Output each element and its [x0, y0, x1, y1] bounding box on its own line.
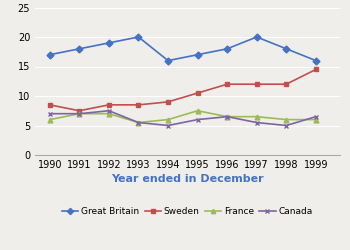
Sweden [254, 83, 259, 86]
Canada [77, 112, 82, 115]
Canada [254, 121, 259, 124]
Canada [225, 115, 229, 118]
Canada [136, 121, 141, 124]
Line: France: France [47, 108, 318, 125]
Great Britain [48, 53, 52, 56]
Great Britain [284, 47, 288, 50]
Sweden [196, 92, 200, 94]
Sweden [136, 103, 141, 106]
Line: Canada: Canada [47, 108, 318, 128]
Legend: Great Britain, Sweden, France, Canada: Great Britain, Sweden, France, Canada [58, 204, 316, 220]
Great Britain [77, 47, 82, 50]
Canada [196, 118, 200, 121]
Sweden [225, 83, 229, 86]
France [314, 118, 318, 121]
France [48, 118, 52, 121]
Great Britain [196, 53, 200, 56]
Great Britain [254, 36, 259, 38]
France [254, 115, 259, 118]
Great Britain [166, 59, 170, 62]
France [284, 118, 288, 121]
Canada [107, 109, 111, 112]
Line: Sweden: Sweden [47, 67, 318, 113]
Canada [166, 124, 170, 127]
Canada [48, 112, 52, 115]
France [107, 112, 111, 115]
Line: Great Britain: Great Britain [47, 34, 318, 63]
Sweden [77, 109, 82, 112]
France [77, 112, 82, 115]
Sweden [107, 103, 111, 106]
Sweden [166, 100, 170, 103]
France [136, 121, 141, 124]
France [166, 118, 170, 121]
X-axis label: Year ended in December: Year ended in December [111, 174, 264, 184]
Sweden [284, 83, 288, 86]
Great Britain [136, 36, 141, 38]
Great Britain [225, 47, 229, 50]
Canada [284, 124, 288, 127]
Sweden [48, 103, 52, 106]
France [225, 115, 229, 118]
Great Britain [314, 59, 318, 62]
Sweden [314, 68, 318, 71]
Canada [314, 115, 318, 118]
France [196, 109, 200, 112]
Great Britain [107, 42, 111, 44]
